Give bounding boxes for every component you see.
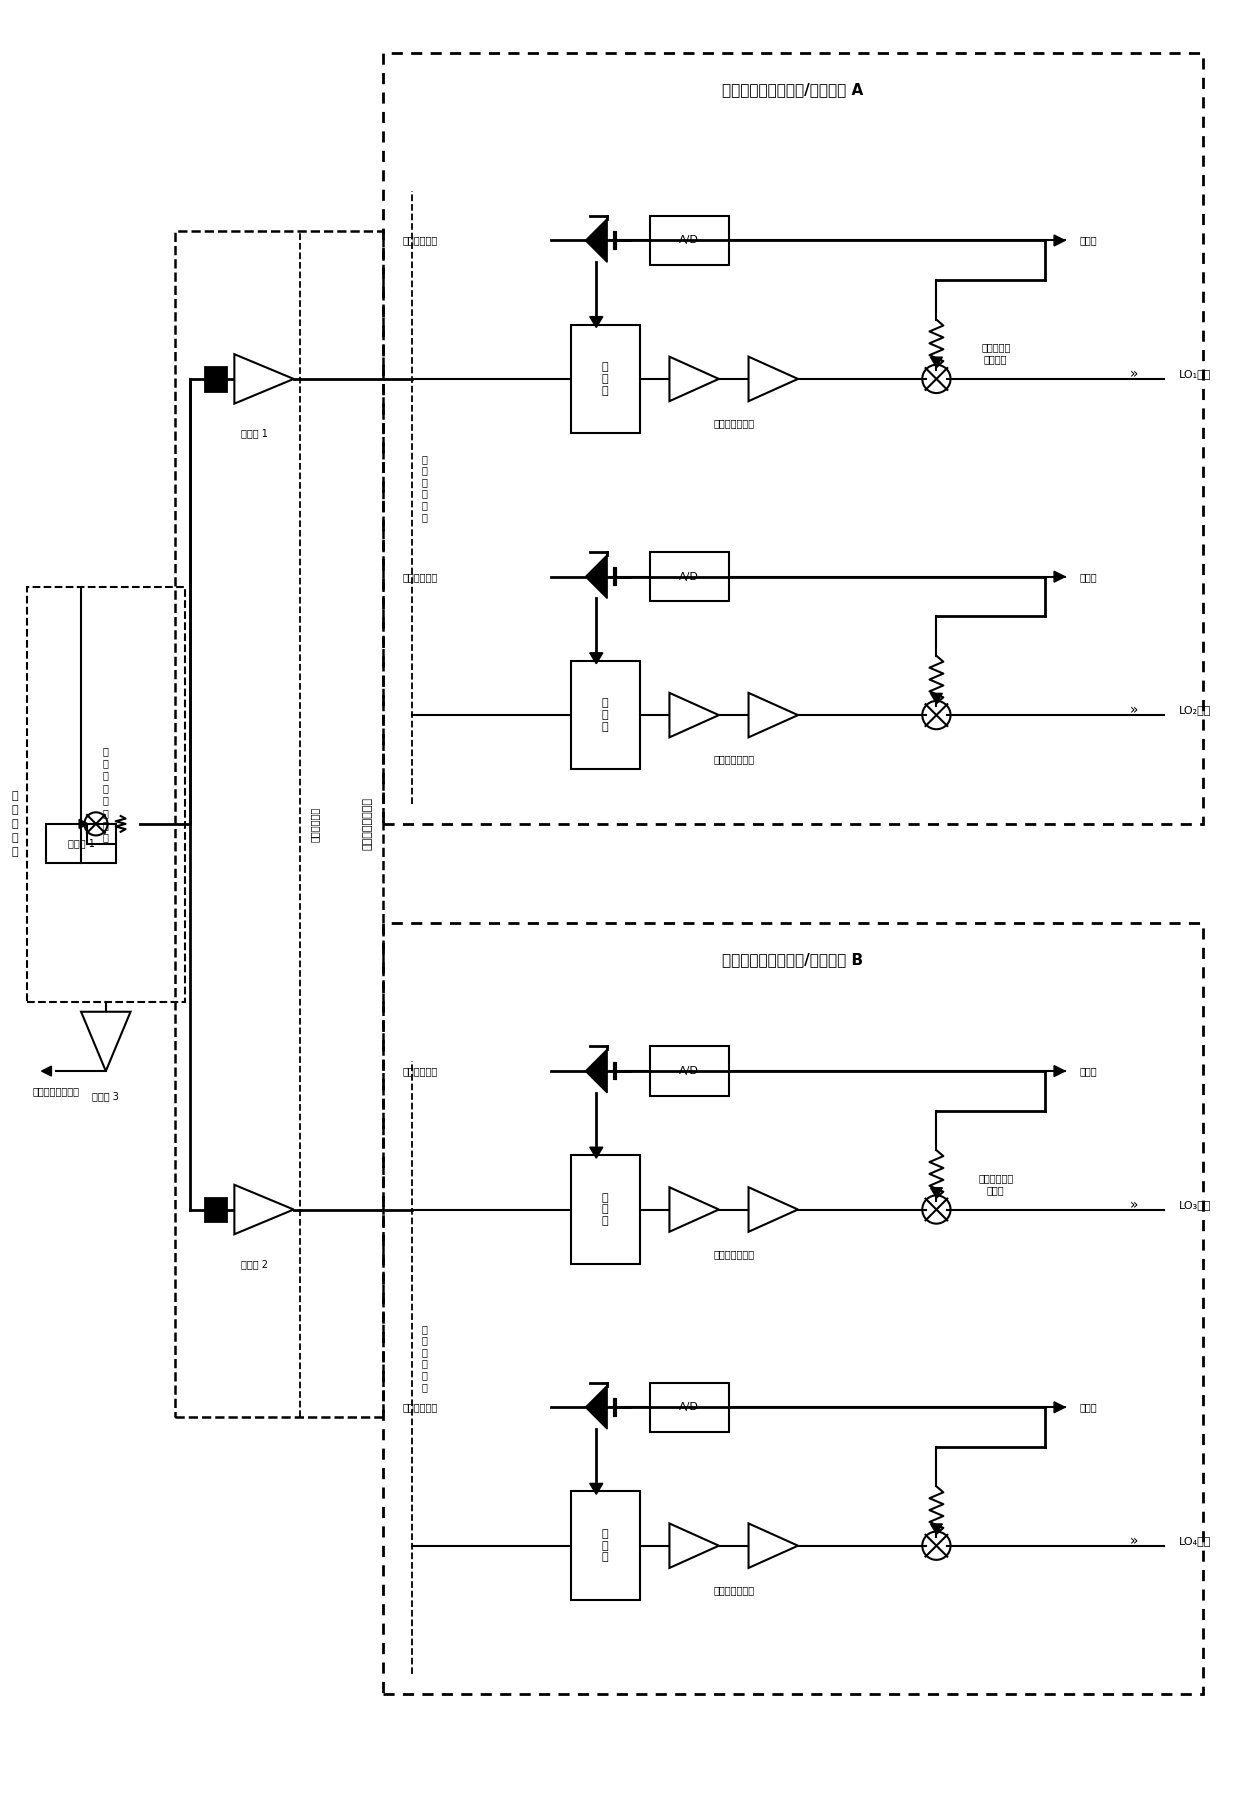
Text: 级联扩展输出端口: 级联扩展输出端口 [33,1085,79,1096]
Bar [650,1046,729,1096]
Polygon shape [590,653,603,664]
Text: 放大器 2: 放大器 2 [241,1258,268,1269]
Text: 放大器 3: 放大器 3 [93,1091,119,1102]
Text: 输出端耦合检
波电路: 输出端耦合检 波电路 [978,1174,1013,1195]
Polygon shape [79,819,88,828]
Polygon shape [670,692,719,737]
Polygon shape [81,1011,130,1071]
Polygon shape [670,1186,719,1231]
Polygon shape [930,1524,942,1534]
Bar [650,216,729,265]
Polygon shape [1054,234,1065,245]
Text: 调
制
器: 调 制 器 [601,1194,609,1226]
Polygon shape [749,1186,799,1231]
Polygon shape [1054,572,1065,582]
Polygon shape [749,357,799,402]
Text: A/D: A/D [680,1066,699,1076]
Text: 调
制
器: 调 制 器 [601,1529,609,1563]
Text: 宽带双放大器组: 宽带双放大器组 [713,755,754,764]
Text: LO₄输出: LO₄输出 [1179,1536,1211,1545]
Text: 本
振
级
联
扩
展
单
元: 本 振 级 联 扩 展 单 元 [103,746,109,842]
Text: 宽带双放大器组: 宽带双放大器组 [713,418,754,429]
Bar [46,824,115,864]
Text: 宽带双放大器组: 宽带双放大器组 [713,1249,754,1258]
Text: LO₂输出: LO₂输出 [1179,705,1211,716]
Polygon shape [1054,1066,1065,1076]
Bar [383,923,1203,1695]
Bar [650,1383,729,1432]
Bar [570,1156,640,1264]
Text: 数据线: 数据线 [1080,1403,1097,1412]
Text: 放大器 1: 放大器 1 [241,429,268,438]
Text: »: » [1130,1197,1138,1212]
Text: 调
制
器: 调 制 器 [601,362,609,395]
Polygon shape [590,317,603,328]
Text: 输出端耦合
检波电路: 输出端耦合 检波电路 [981,343,1011,364]
Polygon shape [42,1066,51,1076]
Polygon shape [670,357,719,402]
Polygon shape [749,1524,799,1569]
Bar [570,660,640,770]
Text: 稳幅控制电路: 稳幅控制电路 [403,572,438,582]
Bar [175,231,383,1417]
Text: 二级末端稳幅式功分/放大单元 B: 二级末端稳幅式功分/放大单元 B [723,952,863,968]
Polygon shape [930,694,942,703]
Text: »: » [1130,1534,1138,1547]
Text: 一级功分放大单元: 一级功分放大单元 [363,797,373,851]
Text: 稳幅控制电路: 稳幅控制电路 [403,1403,438,1412]
Polygon shape [585,555,608,599]
Polygon shape [590,1484,603,1495]
Text: A/D: A/D [680,1403,699,1412]
Text: LO₁输出: LO₁输出 [1179,370,1211,379]
Text: 二
级
功
分
电
路: 二 级 功 分 电 路 [422,454,427,521]
Polygon shape [585,218,608,261]
Bar [570,325,640,433]
Text: 耦合器 1: 耦合器 1 [68,838,94,849]
Text: 本
振
输
入
端: 本 振 输 入 端 [12,792,19,856]
Bar [570,1491,640,1599]
Text: 一级功分电路: 一级功分电路 [310,806,320,842]
Polygon shape [590,1147,603,1158]
Text: 二级末端稳幅式功分/放大单元 A: 二级末端稳幅式功分/放大单元 A [723,83,864,97]
Text: 二
级
功
分
电
路: 二 级 功 分 电 路 [422,1323,427,1392]
Polygon shape [749,692,799,737]
Polygon shape [930,357,942,368]
Text: LO₃输出: LO₃输出 [1179,1199,1211,1210]
Polygon shape [234,1185,294,1235]
Text: A/D: A/D [680,236,699,245]
Polygon shape [930,1188,942,1197]
Text: »: » [1130,368,1138,380]
Text: A/D: A/D [680,572,699,582]
Text: »: » [1130,703,1138,718]
Text: 稳幅控制电路: 稳幅控制电路 [403,1066,438,1076]
Bar [383,52,1203,824]
Polygon shape [1054,1401,1065,1414]
Bar [27,586,185,1002]
Polygon shape [670,1524,719,1569]
Text: 数据线: 数据线 [1080,1066,1097,1076]
Polygon shape [585,1385,608,1430]
Text: 宽带双放大器组: 宽带双放大器组 [713,1585,754,1596]
Bar [650,552,729,602]
Bar [205,368,227,391]
Polygon shape [585,1049,608,1093]
Text: 数据线: 数据线 [1080,572,1097,582]
Text: 数据线: 数据线 [1080,236,1097,245]
Bar [205,1197,227,1221]
Text: 调
制
器: 调 制 器 [601,698,609,732]
Text: 稳幅控制电路: 稳幅控制电路 [403,236,438,245]
Polygon shape [234,353,294,404]
